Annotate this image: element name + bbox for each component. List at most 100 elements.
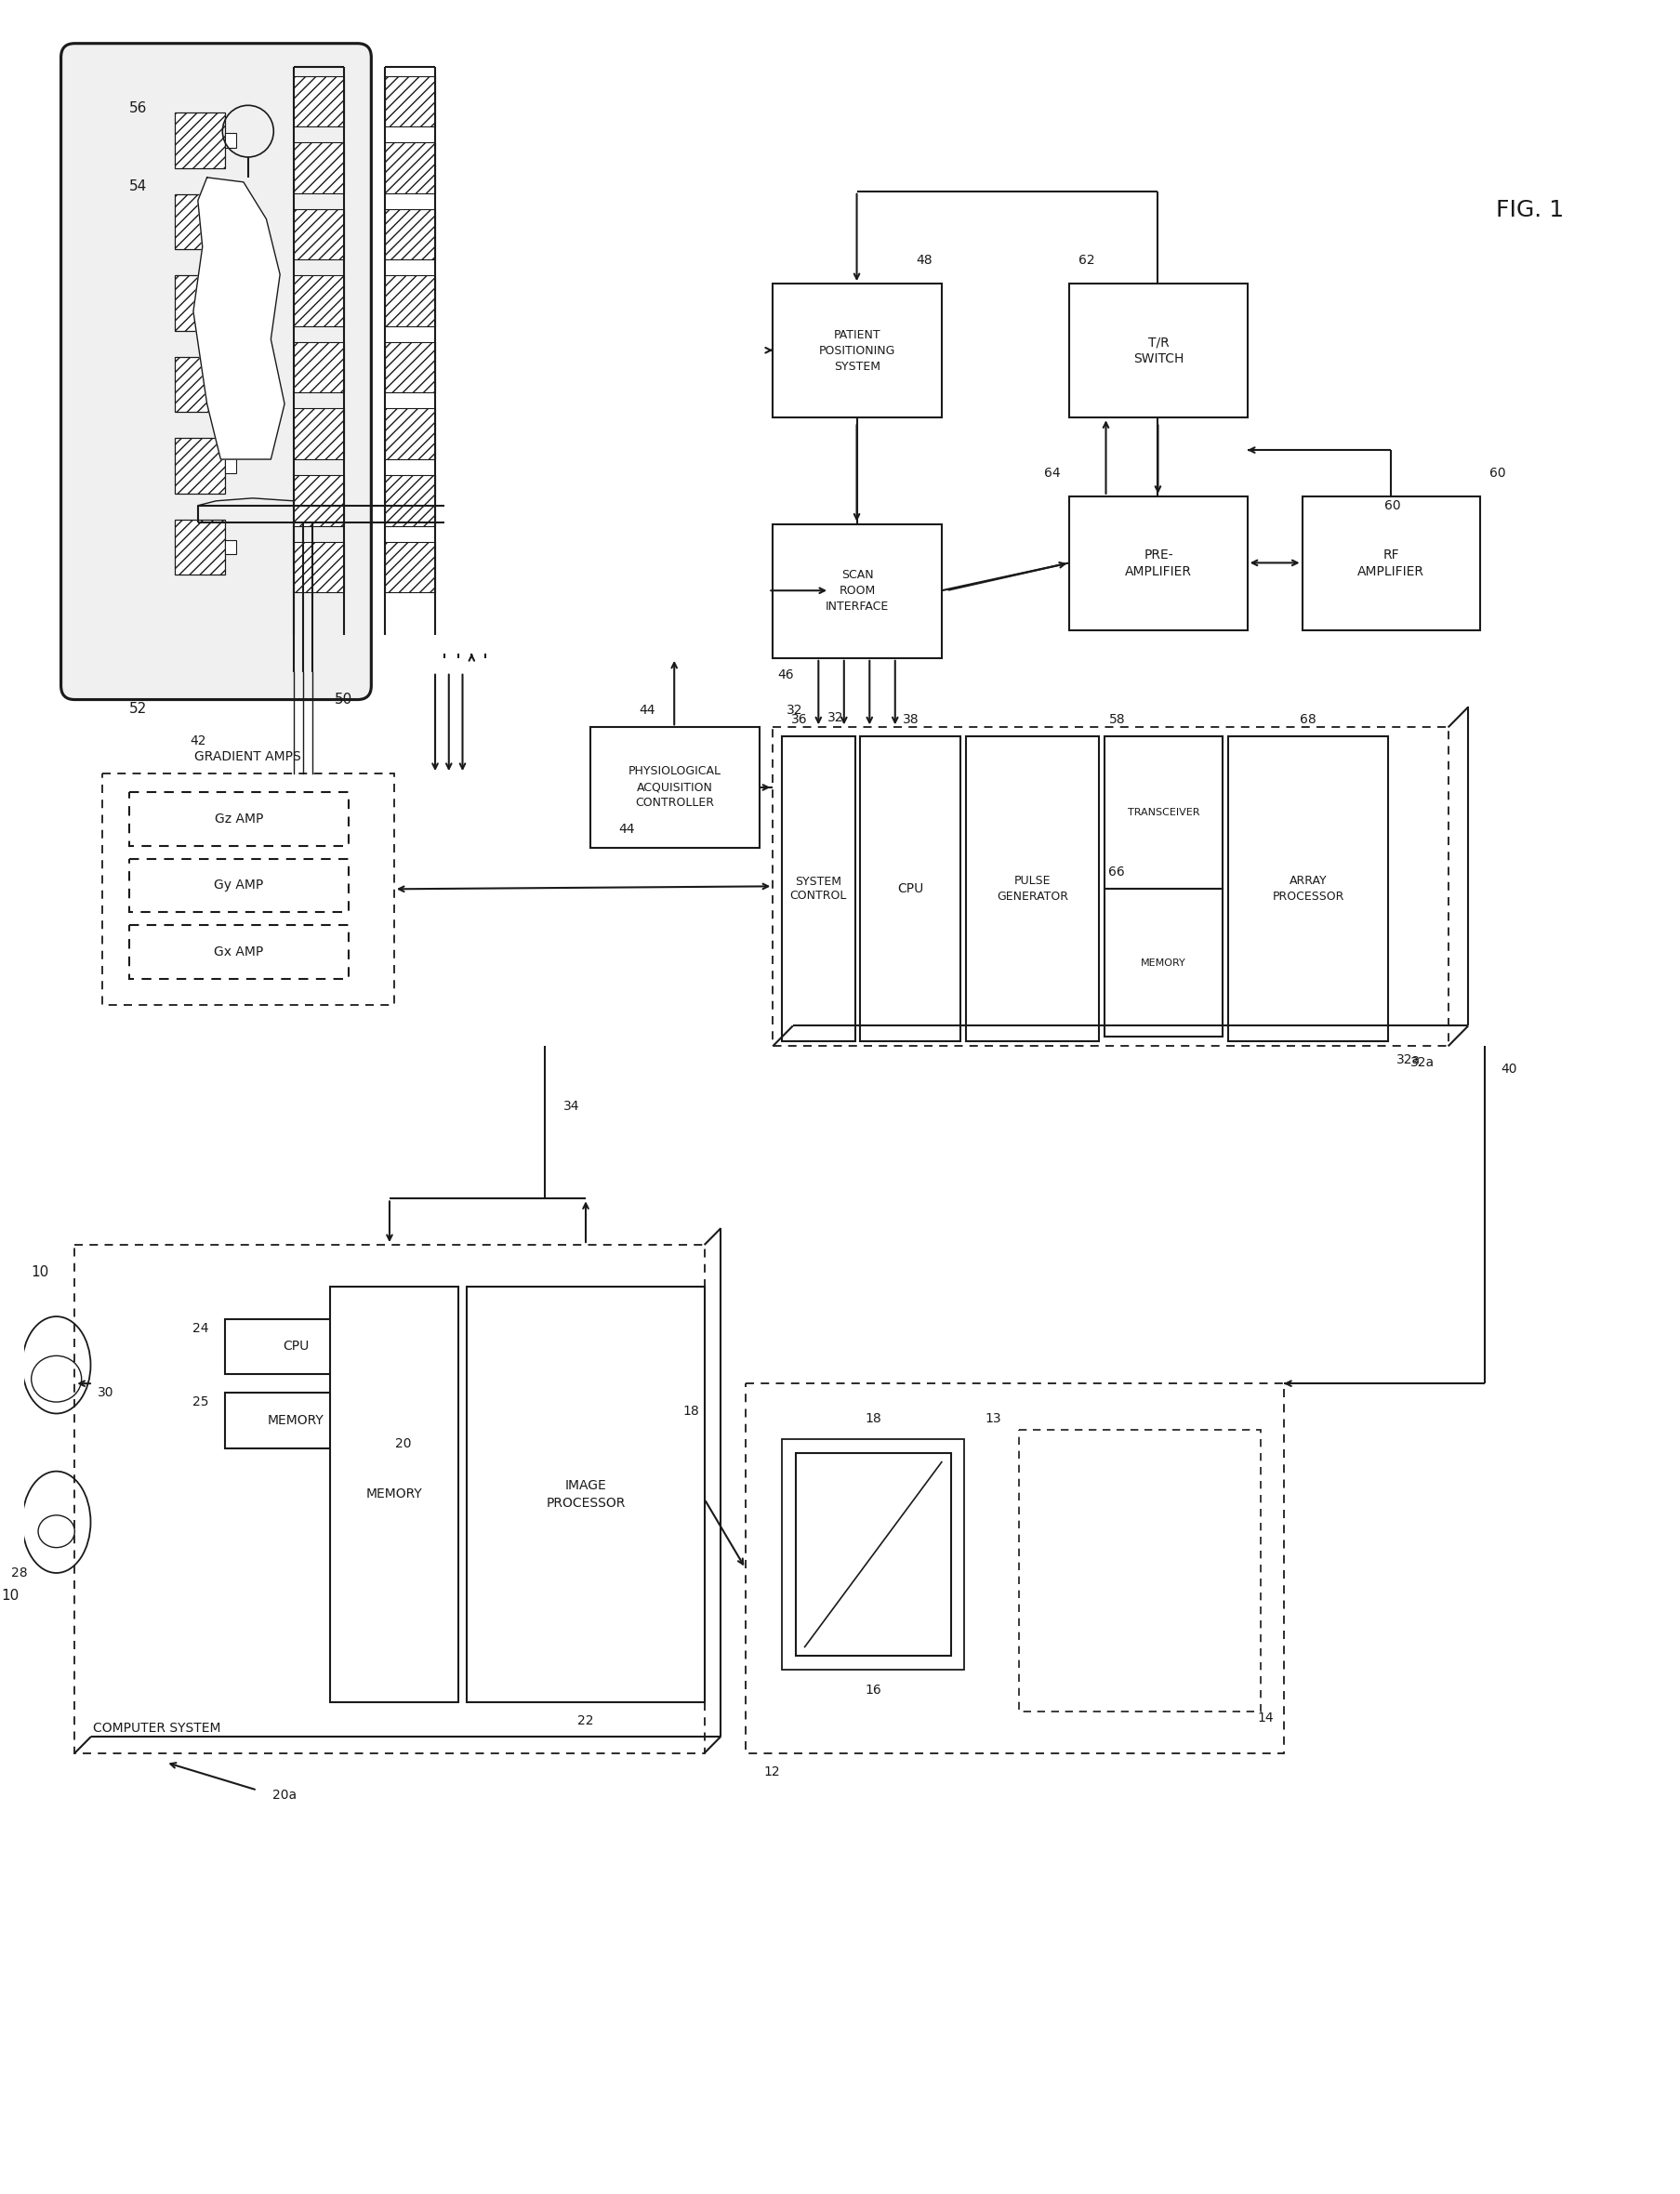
Bar — [225, 459, 237, 474]
Text: GRADIENT AMPS: GRADIENT AMPS — [195, 750, 301, 764]
Bar — [1104, 889, 1221, 1038]
Text: 16: 16 — [865, 1683, 880, 1696]
Bar — [1169, 1569, 1215, 1606]
Bar — [385, 542, 435, 592]
Text: IMAGE
PROCESSOR: IMAGE PROCESSOR — [546, 1479, 625, 1509]
Bar — [385, 208, 435, 259]
Text: TRANSCEIVER: TRANSCEIVER — [1127, 807, 1200, 818]
Text: 66: 66 — [1109, 867, 1124, 880]
Text: 54: 54 — [129, 180, 148, 193]
Bar — [175, 193, 225, 250]
Text: PHYSIOLOGICAL
ACQUISITION
CONTROLLER: PHYSIOLOGICAL ACQUISITION CONTROLLER — [628, 766, 721, 810]
Bar — [1047, 1624, 1090, 1661]
Bar — [129, 858, 348, 913]
Bar — [385, 77, 435, 127]
Text: 68: 68 — [1299, 713, 1315, 726]
Bar — [102, 774, 393, 1005]
Bar — [294, 208, 344, 259]
Bar — [294, 342, 344, 393]
Text: 44: 44 — [618, 823, 635, 836]
Text: MEMORY: MEMORY — [1141, 959, 1186, 968]
Bar — [1228, 737, 1388, 1042]
Text: 10: 10 — [2, 1588, 20, 1604]
Bar — [744, 1384, 1284, 1753]
Text: 56: 56 — [129, 101, 148, 114]
Bar — [74, 1244, 704, 1753]
Bar — [1068, 283, 1247, 417]
Text: 64: 64 — [1043, 467, 1060, 480]
Text: SCAN
ROOM
INTERFACE: SCAN ROOM INTERFACE — [825, 568, 889, 612]
Text: COMPUTER SYSTEM: COMPUTER SYSTEM — [92, 1722, 220, 1735]
Text: CPU: CPU — [282, 1341, 309, 1354]
Text: 12: 12 — [763, 1766, 780, 1777]
Text: 32a: 32a — [1396, 1053, 1420, 1066]
Text: 60: 60 — [1488, 467, 1505, 480]
Bar — [329, 1286, 457, 1703]
Bar — [294, 408, 344, 459]
Bar — [294, 77, 344, 127]
Bar — [795, 1452, 951, 1656]
Bar — [385, 408, 435, 459]
Text: 40: 40 — [1500, 1062, 1517, 1075]
Bar — [1302, 496, 1480, 630]
Bar — [1047, 1569, 1090, 1606]
Bar — [294, 476, 344, 527]
Bar — [385, 143, 435, 193]
Bar — [1109, 1461, 1152, 1499]
Bar — [781, 737, 855, 1042]
Bar — [129, 926, 348, 979]
Bar — [225, 215, 237, 228]
Polygon shape — [193, 178, 284, 459]
Bar — [1047, 1461, 1090, 1499]
Bar — [225, 134, 237, 147]
Bar — [225, 540, 237, 555]
Bar — [225, 377, 237, 393]
Bar — [1169, 1461, 1215, 1499]
Bar — [773, 524, 941, 658]
Bar — [175, 276, 225, 331]
Text: PATIENT
POSITIONING
SYSTEM: PATIENT POSITIONING SYSTEM — [818, 329, 895, 373]
Text: 32a: 32a — [1410, 1055, 1433, 1068]
Bar — [1028, 1439, 1247, 1698]
Text: 24: 24 — [193, 1321, 208, 1334]
Text: 62: 62 — [1079, 255, 1094, 268]
Text: 30: 30 — [97, 1387, 114, 1400]
Text: MEMORY: MEMORY — [366, 1488, 422, 1501]
Text: 58: 58 — [1109, 713, 1124, 726]
Bar — [385, 276, 435, 327]
Text: 14: 14 — [1257, 1711, 1273, 1724]
Bar — [1068, 496, 1247, 630]
Text: RF
AMPLIFIER: RF AMPLIFIER — [1357, 548, 1423, 579]
Bar — [590, 728, 759, 847]
Bar — [175, 112, 225, 169]
Bar — [1169, 1624, 1215, 1661]
Text: 32: 32 — [786, 704, 803, 717]
Text: 44: 44 — [638, 704, 655, 717]
Bar — [175, 358, 225, 412]
Text: PRE-
AMPLIFIER: PRE- AMPLIFIER — [1124, 548, 1191, 579]
Bar — [385, 476, 435, 527]
FancyBboxPatch shape — [60, 44, 371, 700]
Text: Gy AMP: Gy AMP — [213, 880, 264, 893]
Bar — [225, 1393, 366, 1448]
Text: 28: 28 — [10, 1567, 27, 1580]
Text: T/R
SWITCH: T/R SWITCH — [1132, 336, 1183, 366]
Bar — [225, 1319, 366, 1373]
Bar — [294, 143, 344, 193]
Bar — [773, 283, 941, 417]
Bar — [467, 1286, 704, 1703]
Bar — [1104, 737, 1221, 889]
Text: FIG. 1: FIG. 1 — [1495, 200, 1564, 222]
Bar — [1109, 1516, 1152, 1553]
Text: 60: 60 — [1384, 498, 1399, 511]
Text: 50: 50 — [334, 693, 353, 706]
Text: 36: 36 — [791, 713, 806, 726]
Text: 18: 18 — [865, 1413, 880, 1426]
Text: 10: 10 — [32, 1266, 49, 1279]
Text: 20: 20 — [395, 1437, 412, 1450]
Bar — [129, 792, 348, 845]
Text: 38: 38 — [902, 713, 919, 726]
Text: 34: 34 — [563, 1099, 580, 1112]
Bar — [1018, 1430, 1260, 1711]
Bar — [385, 342, 435, 393]
